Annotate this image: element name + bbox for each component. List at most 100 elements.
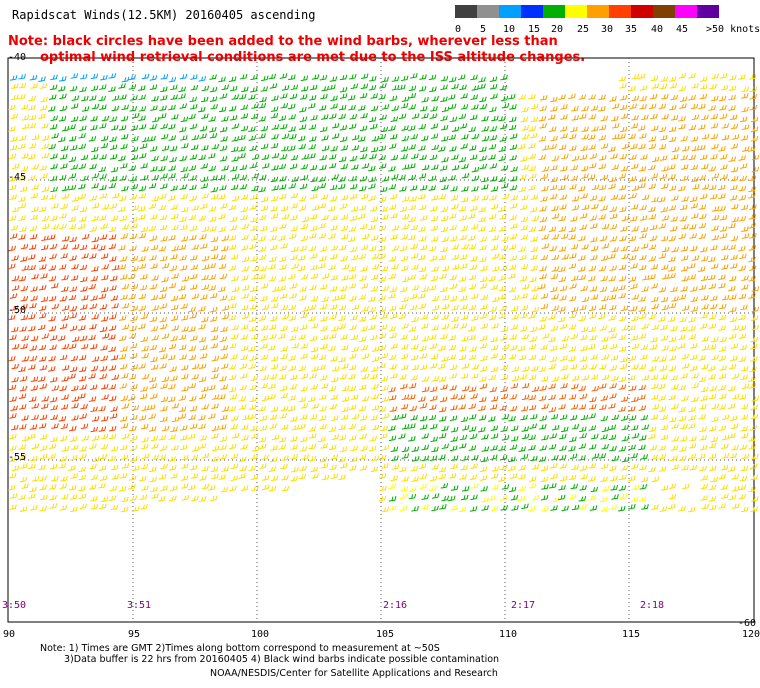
wind-barb — [358, 294, 366, 300]
wind-barb — [489, 135, 498, 141]
wind-barb — [321, 85, 330, 92]
wind-barb — [28, 264, 36, 271]
wind-barb — [228, 443, 237, 450]
wind-barb — [71, 263, 79, 270]
wind-barb — [90, 426, 99, 433]
wind-barb — [438, 376, 447, 382]
wind-barb — [150, 263, 158, 269]
wind-barb — [609, 96, 617, 102]
wind-barb — [408, 104, 417, 110]
wind-barb — [660, 206, 669, 213]
wind-barb — [198, 393, 207, 400]
wind-barb — [118, 264, 127, 270]
wind-barb — [138, 475, 147, 482]
wind-barb — [559, 204, 567, 210]
wind-barb — [18, 366, 26, 373]
wind-barb — [698, 284, 707, 291]
wind-barb — [339, 136, 348, 143]
wind-barb — [11, 326, 19, 333]
wind-barb — [68, 373, 76, 379]
wind-barb — [198, 154, 206, 161]
scale-label: 45 — [676, 24, 689, 35]
wind-barb — [418, 396, 426, 403]
wind-barb — [421, 444, 430, 451]
wind-barb — [750, 413, 759, 420]
wind-barb — [328, 162, 337, 169]
wind-barb — [708, 344, 717, 350]
wind-barb — [220, 345, 229, 351]
wind-barb — [348, 226, 357, 232]
wind-barb — [251, 274, 259, 280]
wind-barb — [590, 374, 599, 380]
wind-barb — [449, 364, 458, 371]
wind-barb — [680, 246, 689, 252]
wind-barb — [329, 113, 337, 119]
wind-barb — [211, 445, 220, 452]
wind-barb — [151, 155, 159, 162]
wind-barb — [548, 126, 557, 132]
wind-barb — [440, 124, 449, 131]
wind-barb — [749, 86, 758, 93]
wind-barb — [459, 295, 468, 302]
wind-barb — [621, 435, 630, 442]
wind-barb — [651, 156, 660, 163]
wind-barb — [80, 286, 88, 292]
wind-barb — [681, 223, 689, 230]
wind-barb — [461, 163, 469, 170]
wind-barb — [490, 203, 499, 210]
wind-barb — [108, 334, 116, 340]
wind-barb — [141, 345, 149, 352]
wind-barb — [460, 104, 469, 110]
wind-barb — [540, 476, 549, 483]
wind-barb — [339, 93, 348, 99]
wind-barb — [571, 155, 580, 162]
wind-barb — [158, 434, 167, 441]
wind-barb — [670, 325, 678, 332]
wind-barb — [41, 223, 50, 230]
wind-barb — [691, 184, 700, 190]
wind-barb — [590, 105, 599, 111]
wind-barb — [249, 316, 257, 322]
wind-barb — [289, 283, 298, 289]
wind-barb — [61, 125, 70, 132]
wind-barb — [560, 233, 569, 240]
wind-barb — [717, 184, 726, 191]
wind-barb — [539, 316, 547, 322]
wind-barb — [569, 436, 577, 443]
wind-barb — [311, 185, 319, 192]
wind-barb — [529, 173, 537, 179]
wind-barb — [508, 353, 517, 360]
wind-barb — [659, 356, 667, 362]
wind-barb — [401, 135, 410, 142]
wind-barb — [11, 376, 19, 383]
wind-barb — [479, 466, 488, 473]
wind-barb — [171, 403, 180, 409]
wind-barb — [668, 174, 676, 180]
wind-barb — [609, 365, 618, 371]
wind-barb — [120, 506, 129, 513]
wind-barb — [431, 325, 439, 331]
wind-barb — [11, 255, 19, 261]
wind-barb — [151, 174, 159, 181]
wind-barb — [229, 166, 238, 172]
wind-barb — [79, 206, 88, 213]
wind-barb — [649, 445, 658, 451]
wind-barb — [520, 116, 529, 123]
wind-barb — [641, 286, 649, 292]
wind-barb — [711, 354, 719, 361]
wind-barb — [70, 275, 79, 281]
wind-barb — [388, 325, 396, 332]
wind-barb — [501, 235, 509, 242]
wind-barb — [119, 315, 127, 321]
wind-barb — [648, 433, 656, 440]
wind-barb — [61, 446, 70, 452]
wind-barb — [691, 255, 700, 261]
wind-barb — [70, 355, 79, 362]
wind-barb — [471, 315, 479, 321]
wind-barb — [378, 94, 386, 100]
wind-barb — [400, 255, 409, 262]
wind-barb — [528, 165, 536, 172]
wind-barb — [578, 404, 587, 410]
wind-barb — [600, 463, 609, 469]
wind-barb — [368, 116, 377, 123]
